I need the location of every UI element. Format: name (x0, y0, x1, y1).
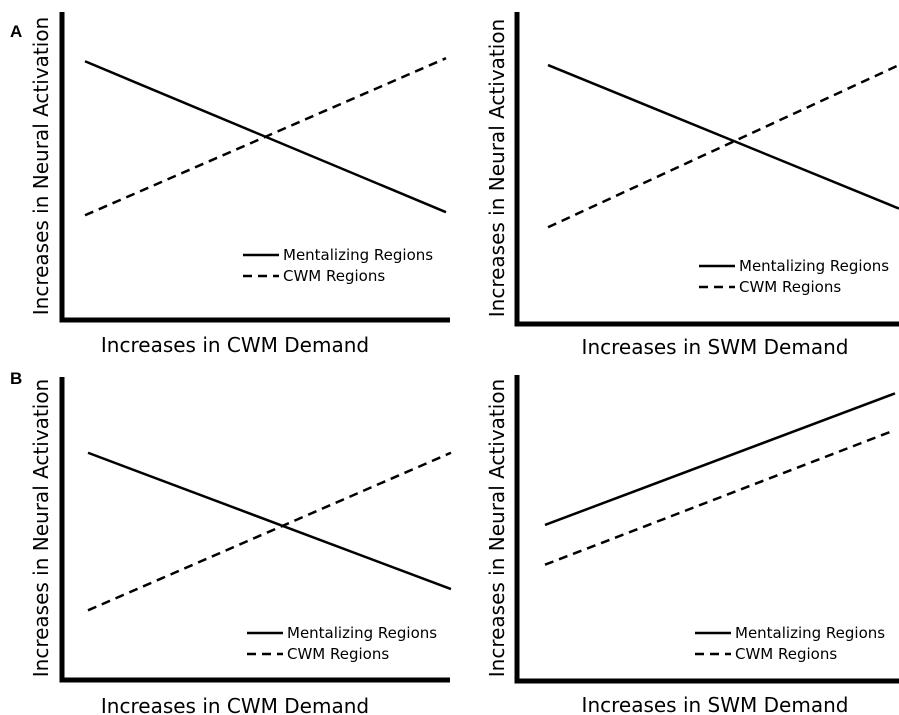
chart-panel-4: Increases in SWM Demand Increases in Neur… (485, 375, 899, 715)
x-axis-title: Increases in CWM Demand (101, 694, 369, 715)
series-line-cwm (547, 63, 899, 229)
legend-label-mentalizing: Mentalizing Regions (739, 257, 889, 275)
y-axis-title: Increases in Neural Activation (485, 379, 509, 677)
legend-label-cwm: CWM Regions (735, 645, 837, 663)
legend-label-cwm: CWM Regions (283, 267, 385, 285)
series-line-cwm (544, 428, 896, 566)
series-line-cwm (84, 57, 447, 217)
legend-label-mentalizing: Mentalizing Regions (283, 246, 433, 264)
charts: Increases in CWM Demand Increases in Neur… (29, 12, 899, 715)
y-axis-title: Increases in Neural Activation (485, 19, 509, 317)
legend-label-mentalizing: Mentalizing Regions (735, 624, 885, 642)
legend-label-cwm: CWM Regions (739, 278, 841, 296)
x-axis-title: Increases in CWM Demand (101, 333, 369, 357)
x-axis-title: Increases in SWM Demand (582, 335, 849, 359)
panel-label-b: B (10, 369, 22, 388)
chart-panel-3: Increases in CWM Demand Increases in Neur… (29, 377, 452, 715)
legend-label-cwm: CWM Regions (287, 645, 389, 663)
panel-label-a: A (10, 22, 22, 41)
y-axis-title: Increases in Neural Activation (29, 379, 53, 677)
series-line-cwm (87, 451, 452, 612)
y-axis-title: Increases in Neural Activation (29, 17, 53, 315)
x-axis-title: Increases in SWM Demand (582, 693, 849, 715)
legend-label-mentalizing: Mentalizing Regions (287, 624, 437, 642)
series-line-mentalizing (544, 392, 896, 527)
series-line-mentalizing (547, 63, 899, 210)
chart-panel-2: Increases in SWM Demand Increases in Neur… (485, 12, 899, 359)
series-line-mentalizing (87, 451, 452, 591)
chart-panel-1: Increases in CWM Demand Increases in Neur… (29, 12, 450, 357)
